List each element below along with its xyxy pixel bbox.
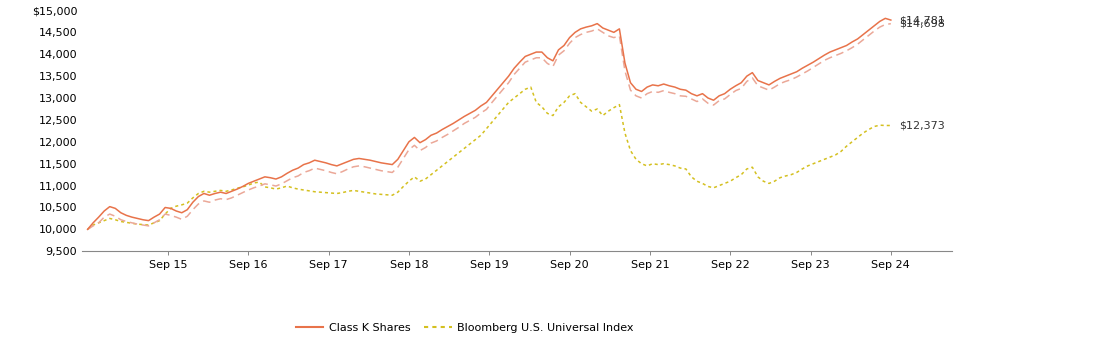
Text: $14,781: $14,781 xyxy=(899,15,945,25)
Text: $12,373: $12,373 xyxy=(899,120,945,131)
Text: $14,698: $14,698 xyxy=(899,19,945,29)
